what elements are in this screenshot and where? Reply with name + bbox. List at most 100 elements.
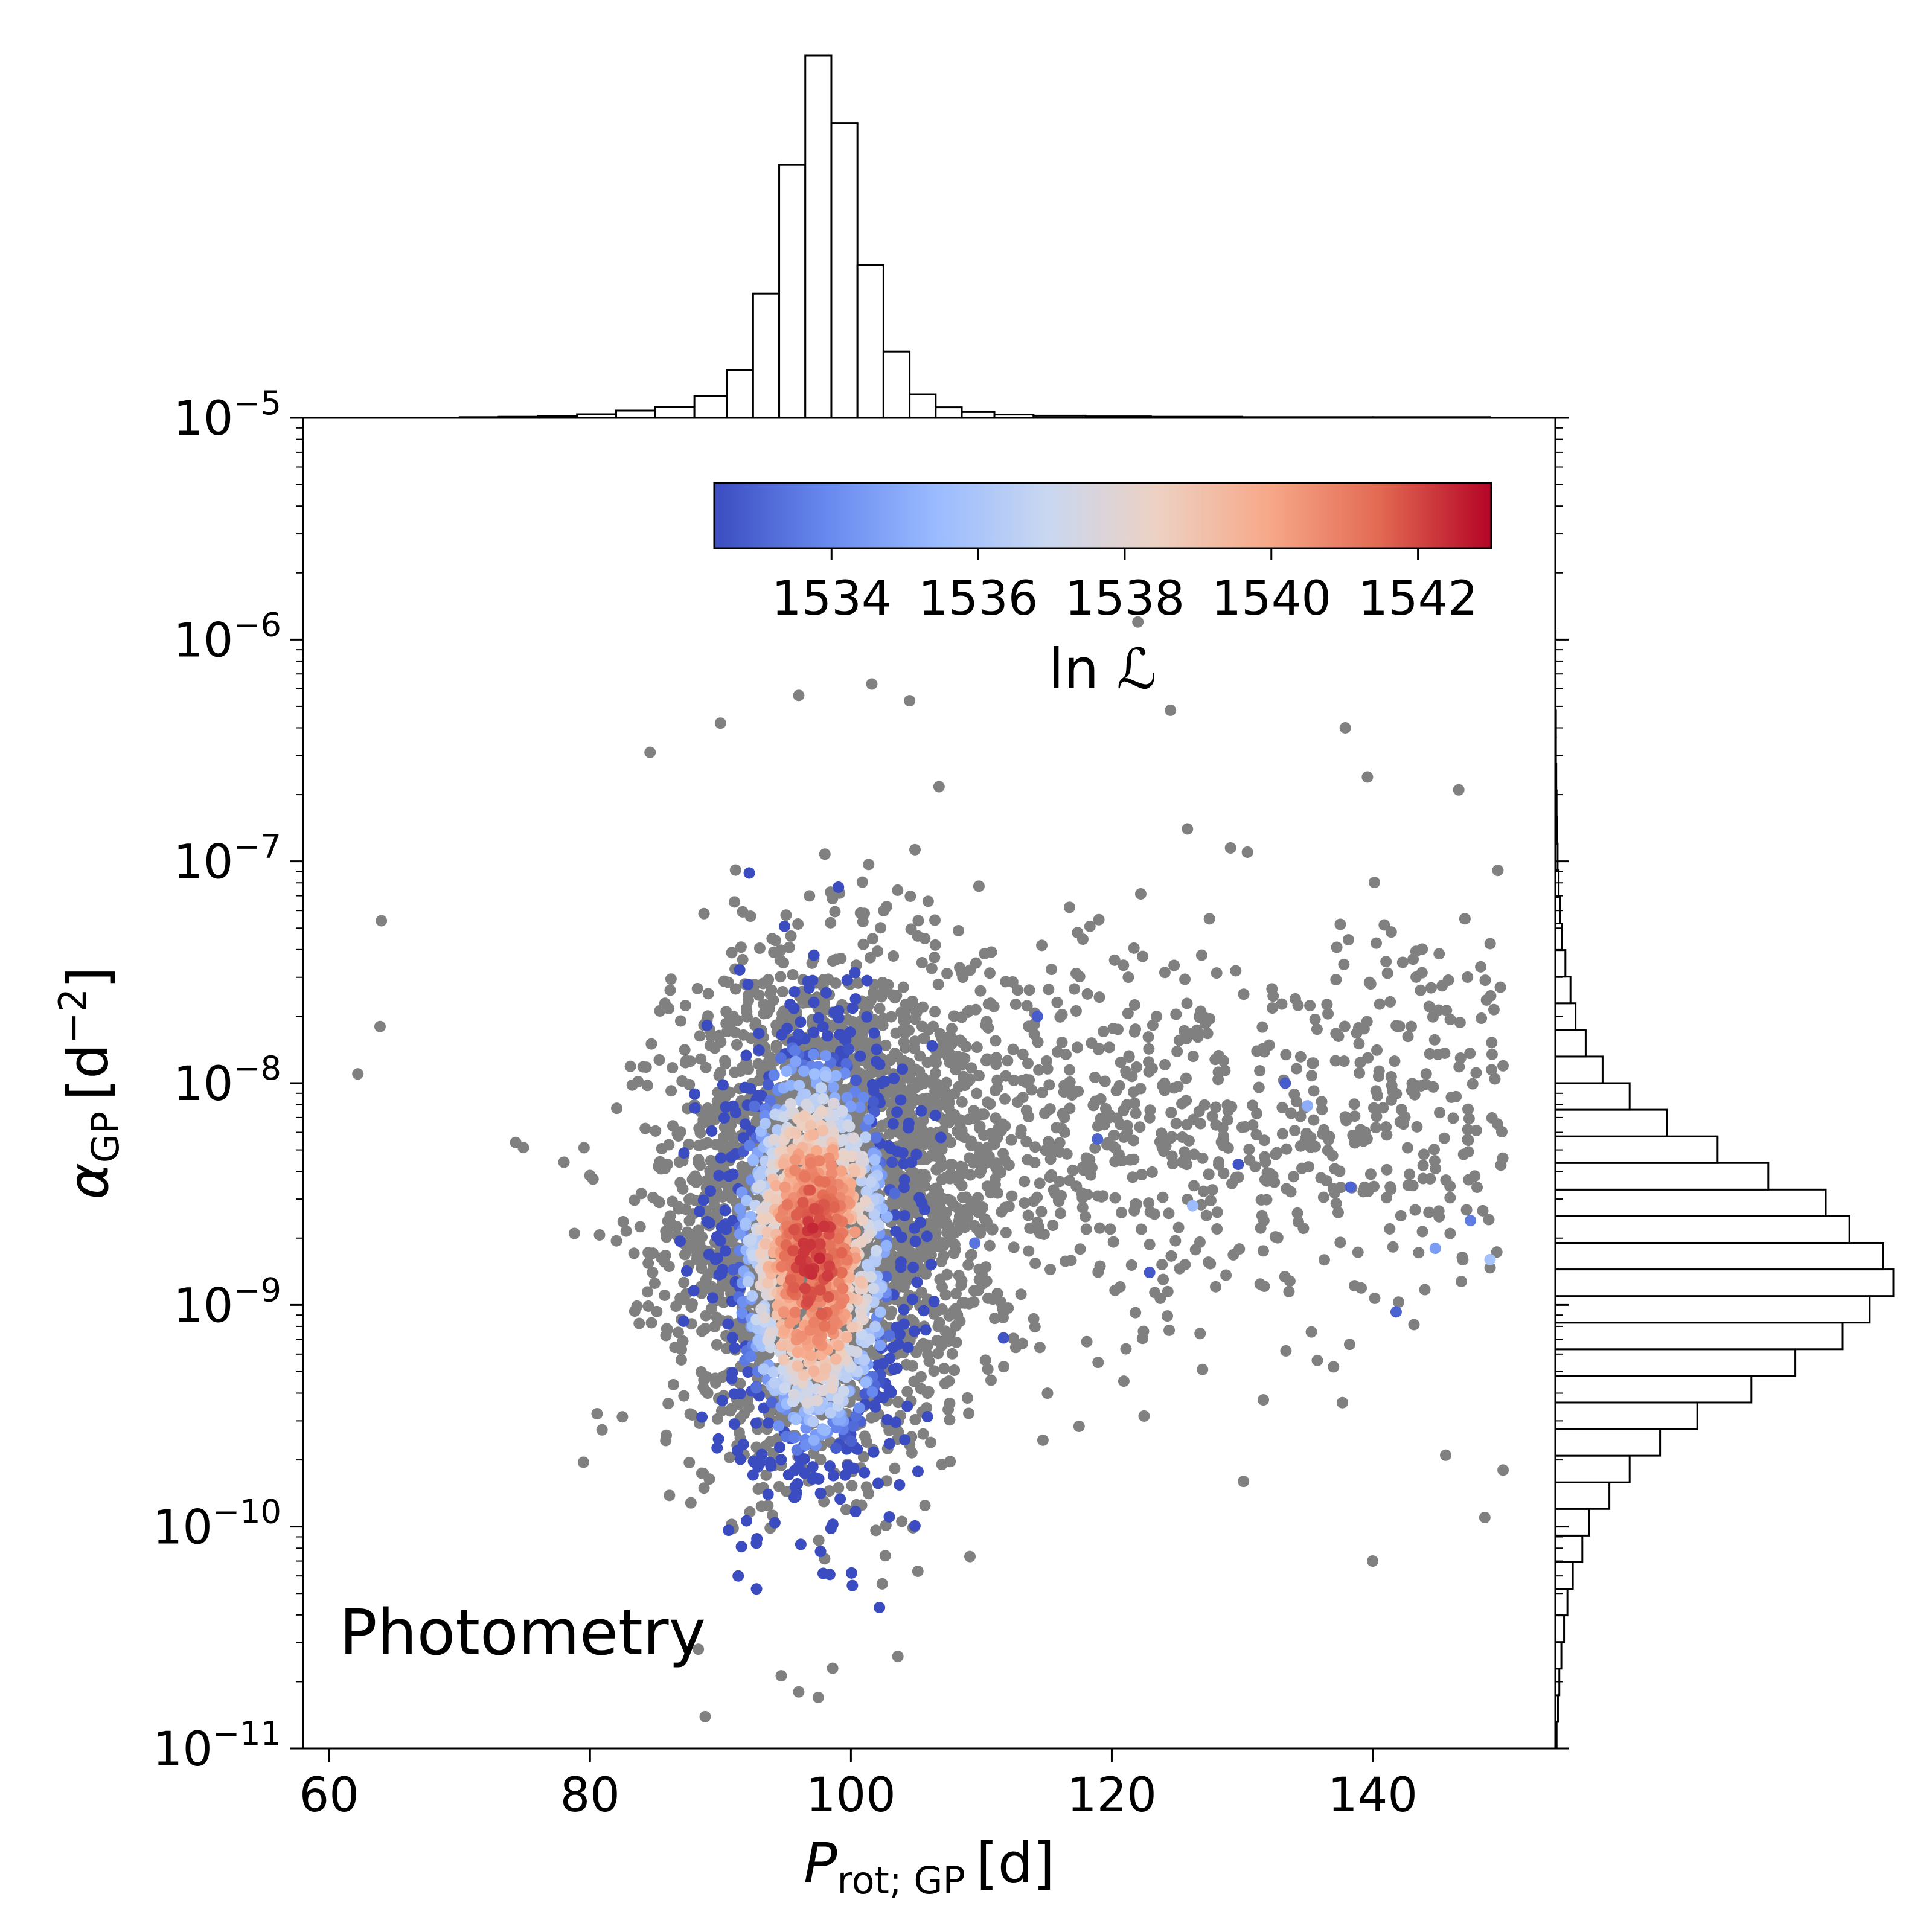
- scatter-point-colored: [845, 1435, 857, 1447]
- scatter-point-gray: [1136, 1168, 1148, 1180]
- scatter-point-gray: [825, 916, 837, 929]
- scatter-point-gray: [965, 1249, 977, 1261]
- scatter-point-gray: [1353, 1038, 1365, 1050]
- scatter-point-gray: [1122, 1007, 1134, 1019]
- scatter-point-gray: [717, 1296, 729, 1308]
- scatter-point-colored: [778, 920, 790, 932]
- scatter-point-gray: [980, 1016, 993, 1028]
- scatter-point-gray: [1047, 1220, 1059, 1232]
- scatter-point-gray: [1037, 1434, 1049, 1446]
- scatter-point-gray: [773, 1480, 785, 1492]
- scatter-point-gray: [978, 1156, 990, 1168]
- scatter-point-colored: [825, 1407, 837, 1419]
- scatter-point-colored: [843, 1121, 856, 1133]
- scatter-point-gray: [1180, 1072, 1192, 1084]
- scatter-point-gray: [1362, 1052, 1374, 1064]
- scatter-point-gray: [1236, 1121, 1248, 1133]
- scatter-point-gray: [1109, 1192, 1121, 1204]
- scatter-point-colored: [899, 1434, 911, 1446]
- scatter-point-colored: [774, 1441, 786, 1453]
- scatter-point-gray: [922, 895, 934, 907]
- scatter-point-gray: [1108, 1129, 1120, 1141]
- scatter-point-gray: [1221, 1099, 1233, 1112]
- scatter-point-colored: [746, 1290, 758, 1302]
- scatter-point-colored: [820, 1050, 832, 1062]
- scatter-point-gray: [1393, 1296, 1405, 1308]
- scatter-point-gray: [939, 1172, 951, 1184]
- scatter-point-gray: [881, 901, 893, 913]
- scatter-point-gray: [694, 1030, 706, 1042]
- scatter-point-gray: [678, 1390, 690, 1402]
- scatter-point-colored: [767, 1366, 779, 1378]
- scatter-point-gray: [1381, 967, 1393, 979]
- scatter-point-colored: [790, 1413, 802, 1425]
- scatter-point-gray: [956, 1096, 968, 1108]
- scatter-point-gray: [1368, 877, 1380, 889]
- scatter-point-colored: [842, 1460, 854, 1472]
- scatter-point-gray: [1073, 1420, 1085, 1432]
- scatter-point-gray: [926, 962, 938, 974]
- scatter-point-colored: [895, 1261, 907, 1273]
- scatter-point-colored: [870, 1055, 882, 1067]
- scatter-point-gray: [793, 689, 805, 702]
- scatter-point-colored: [678, 1147, 690, 1159]
- scatter-point-gray: [647, 1267, 659, 1279]
- histogram-bar: [1554, 1508, 1590, 1537]
- scatter-point-gray: [743, 1063, 755, 1075]
- scatter-point-colored: [788, 1388, 800, 1400]
- scatter-point-gray: [1339, 1111, 1351, 1123]
- scatter-point-colored: [898, 1209, 910, 1221]
- scatter-point-colored: [758, 1363, 770, 1375]
- scatter-point-colored: [859, 1354, 871, 1366]
- scatter-point-gray: [1034, 1342, 1046, 1354]
- scatter-point-colored: [861, 1259, 873, 1271]
- scatter-point-gray: [374, 1020, 386, 1032]
- scatter-point-colored: [859, 1467, 871, 1479]
- scatter-point-gray: [1063, 901, 1075, 913]
- scatter-point-gray: [1125, 1259, 1137, 1271]
- scatter-point-colored: [819, 1424, 831, 1436]
- scatter-point-gray: [1029, 1258, 1041, 1270]
- scatter-point-gray: [1428, 1144, 1440, 1156]
- scatter-point-colored: [742, 1276, 754, 1288]
- scatter-point-gray: [1162, 1285, 1174, 1297]
- scatter-point-gray: [1041, 1063, 1054, 1075]
- scatter-point-gray: [1110, 1084, 1122, 1096]
- scatter-point-colored: [813, 1012, 825, 1024]
- scatter-point-gray: [1137, 950, 1149, 962]
- scatter-point-colored: [798, 1065, 810, 1077]
- scatter-point-colored: [915, 1105, 927, 1117]
- scatter-point-gray: [1368, 1180, 1380, 1192]
- scatter-point-gray: [1075, 1187, 1087, 1199]
- scatter-point-gray: [889, 1462, 901, 1474]
- scatter-point-colored: [713, 1169, 725, 1182]
- scatter-point-gray: [932, 978, 944, 990]
- histogram-bar: [935, 406, 963, 419]
- scatter-point-colored: [768, 1134, 780, 1146]
- scatter-point-colored: [766, 1396, 778, 1409]
- scatter-point-gray: [1127, 1086, 1139, 1098]
- scatter-point-gray: [702, 988, 714, 1000]
- scatter-point-gray: [950, 1336, 962, 1348]
- scatter-point-colored: [926, 1040, 938, 1052]
- scatter-point-colored: [793, 1080, 805, 1092]
- scatter-point-colored: [719, 1245, 731, 1257]
- scatter-point-gray: [776, 1012, 788, 1025]
- scatter-point-gray: [1180, 1095, 1192, 1107]
- scatter-point-gray: [1315, 1172, 1327, 1184]
- scatter-point-gray: [1114, 1281, 1126, 1293]
- scatter-point-gray: [1288, 1171, 1300, 1183]
- scatter-point-gray: [917, 1428, 929, 1440]
- histogram-bar: [804, 54, 833, 419]
- scatter-point-gray: [892, 1426, 904, 1438]
- scatter-point-gray: [1020, 1136, 1032, 1148]
- scatter-point-gray: [656, 1252, 668, 1264]
- scatter-point-gray: [744, 910, 756, 923]
- scatter-point-colored: [696, 1411, 708, 1423]
- scatter-point-colored: [734, 964, 746, 976]
- scatter-point-gray: [1267, 1170, 1279, 1182]
- scatter-point-gray: [1330, 974, 1342, 986]
- scatter-point-gray: [1098, 1119, 1110, 1131]
- scatter-point-gray: [1230, 965, 1242, 977]
- scatter-point-gray: [1355, 1282, 1367, 1294]
